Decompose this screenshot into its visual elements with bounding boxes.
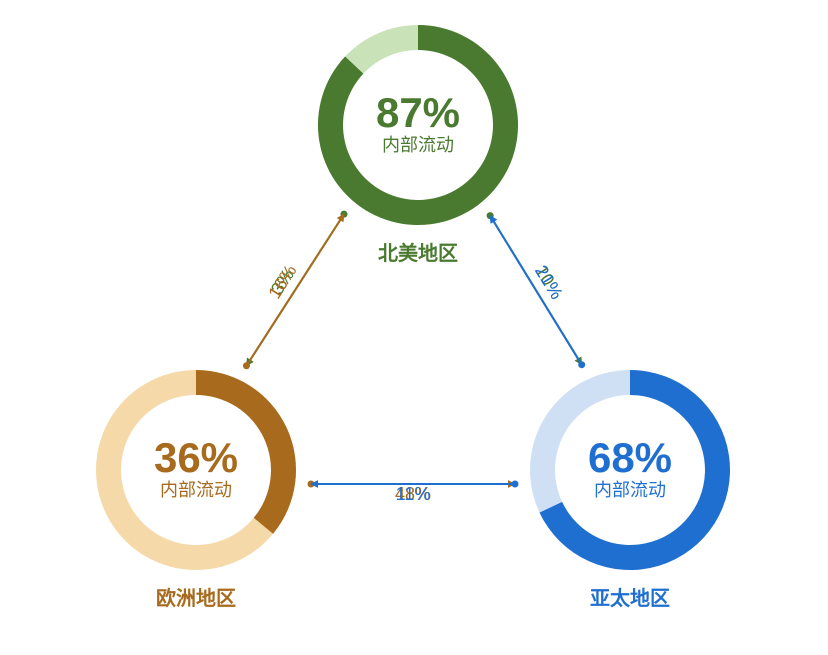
flow-ap_to_na-label: 21% xyxy=(531,262,567,303)
flow-eu_to_na-origin-dot xyxy=(243,362,250,369)
flow-ap_to_na: 21% xyxy=(490,216,585,369)
flow-ap_to_eu-label: 11% xyxy=(396,484,431,504)
flow-ap_to_eu-origin-dot xyxy=(512,481,519,488)
donut-eu: 36%内部流动欧洲地区 xyxy=(96,370,296,610)
donut-ap-sublabel: 内部流动 xyxy=(594,480,666,500)
flow-ap_to_eu: 11% xyxy=(311,481,519,504)
donut-eu-percent: 36% xyxy=(154,434,238,481)
donut-na-sublabel: 内部流动 xyxy=(382,135,454,155)
donut-na-percent: 87% xyxy=(376,89,460,136)
donut-na-region-label: 北美地区 xyxy=(378,241,458,265)
flow-ap_to_na-line xyxy=(490,216,582,365)
flow-eu_to_na-line xyxy=(246,214,344,366)
donut-na: 87%内部流动北美地区 xyxy=(318,25,518,265)
flow-eu_to_na-label: 16% xyxy=(264,261,300,302)
flow-eu_to_na: 16% xyxy=(243,214,344,369)
donut-ap-percent: 68% xyxy=(588,434,672,481)
donut-ap-region-label: 亚太地区 xyxy=(590,587,670,610)
flow-ap_to_na-origin-dot xyxy=(578,361,585,368)
flow-diagram: 87%内部流动北美地区36%内部流动欧洲地区68%内部流动亚太地区3%16%10… xyxy=(0,0,828,655)
donut-eu-region-label: 欧洲地区 xyxy=(156,586,236,610)
donut-ap: 68%内部流动亚太地区 xyxy=(530,370,730,610)
donut-eu-sublabel: 内部流动 xyxy=(160,480,232,500)
